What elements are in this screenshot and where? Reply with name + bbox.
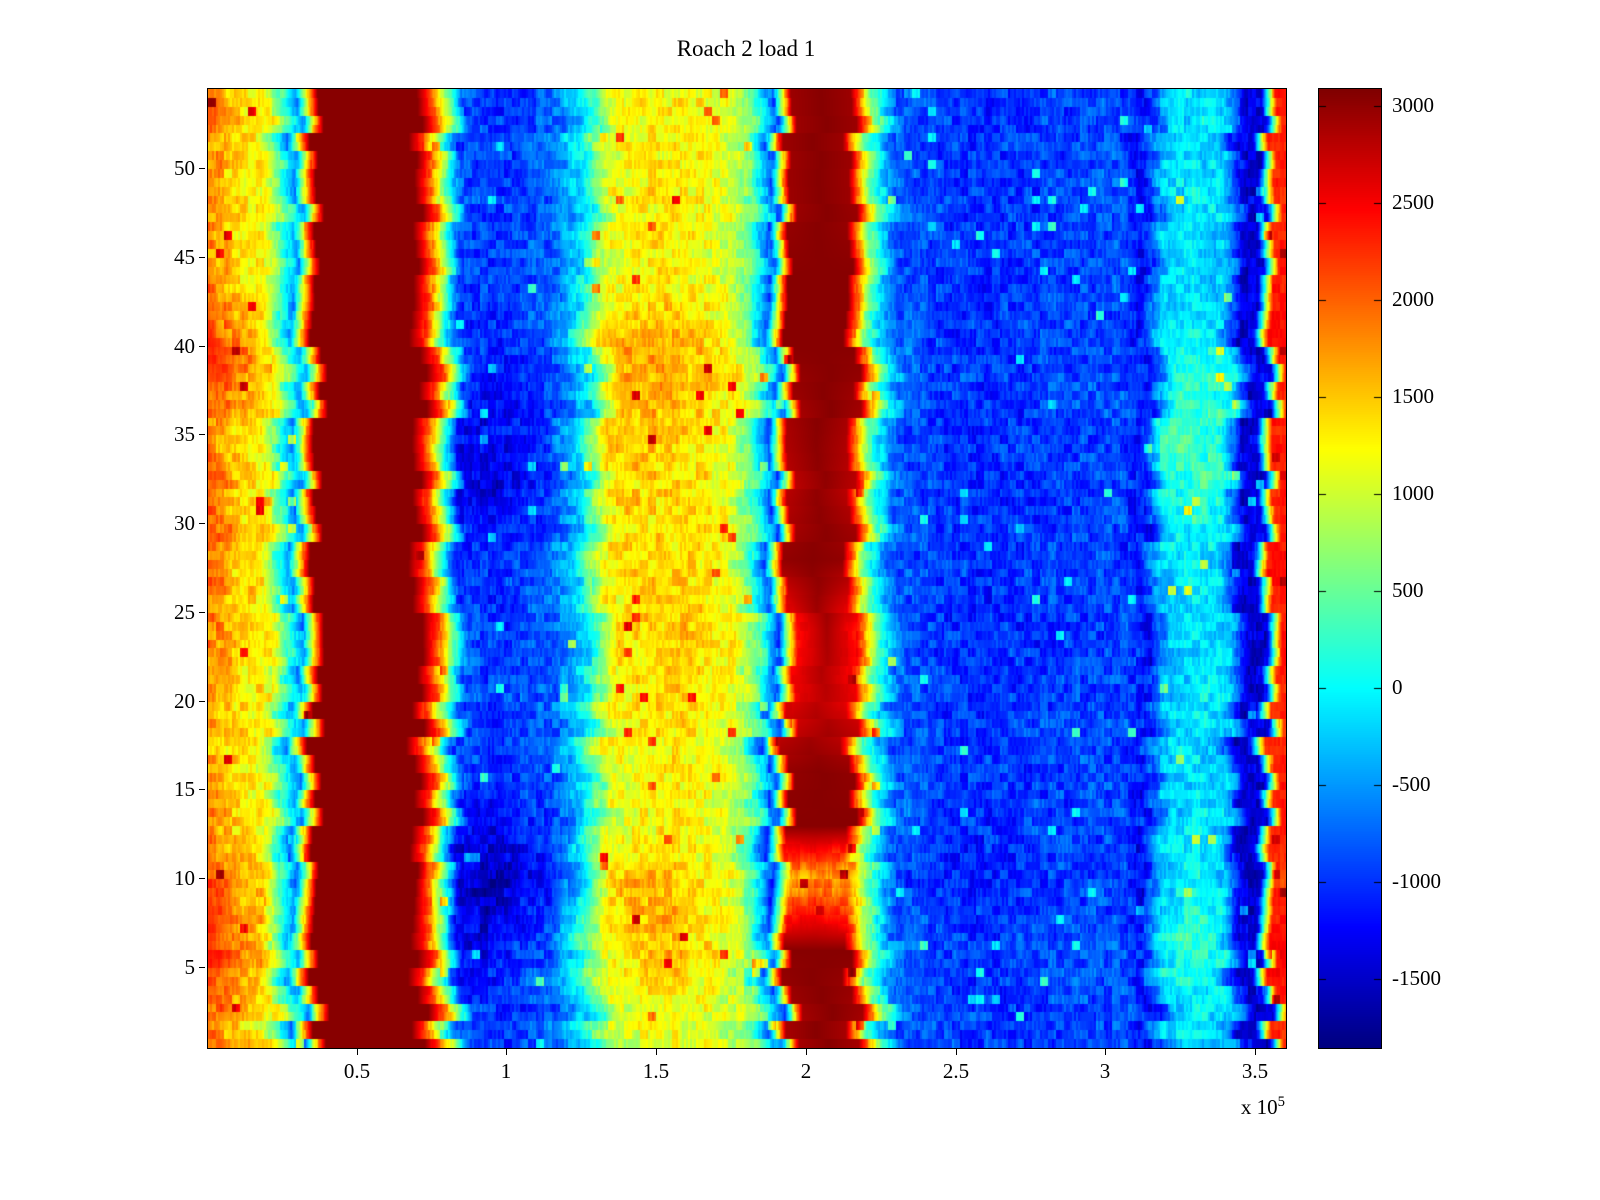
y-axis-tick [199, 523, 205, 524]
colorbar-tick-label: 0 [1392, 675, 1403, 699]
colorbar-canvas [1319, 89, 1381, 1048]
chart-title: Roach 2 load 1 [676, 36, 816, 61]
y-axis-tick [199, 434, 205, 435]
y-axis-tick [199, 789, 205, 790]
x-axis-tick [956, 1049, 957, 1055]
x-axis-tick-label: 3.5 [1241, 1059, 1269, 1083]
colorbar-tick-label: 3000 [1392, 93, 1434, 117]
y-axis-tick-label: 45 [174, 245, 195, 269]
x-axis-tick [1105, 1049, 1106, 1055]
x-axis-tick [1255, 1049, 1256, 1055]
y-axis-tick [199, 346, 205, 347]
y-axis-tick-label: 25 [174, 600, 195, 624]
colorbar-tick-label: -500 [1392, 772, 1431, 796]
x-axis-exponent-label: x 105 [1085, 1094, 1285, 1120]
y-axis-tick-label: 40 [174, 334, 195, 358]
x-axis-tick-label: 2.5 [942, 1059, 970, 1083]
colorbar-tick-label: 1500 [1392, 384, 1434, 408]
y-axis-tick [199, 612, 205, 613]
x-axis-tick [656, 1049, 657, 1055]
y-axis-tick-label: 50 [174, 156, 195, 180]
colorbar [1318, 88, 1382, 1049]
exponent-power: 5 [1277, 1094, 1285, 1110]
colorbar-tick-label: -1000 [1392, 869, 1441, 893]
y-axis-tick-label: 5 [184, 955, 196, 979]
x-axis-tick-label: 1 [500, 1059, 512, 1083]
colorbar-tick-label: 1000 [1392, 481, 1434, 505]
x-axis-tick-label: 3 [1099, 1059, 1111, 1083]
colorbar-tick-label: 2500 [1392, 190, 1434, 214]
x-axis-tick [806, 1049, 807, 1055]
y-axis-tick-label: 20 [174, 689, 195, 713]
y-axis-tick [199, 257, 205, 258]
x-axis-tick [506, 1049, 507, 1055]
y-axis-tick-label: 35 [174, 422, 195, 446]
heatmap-canvas [208, 89, 1286, 1048]
x-axis-tick-label: 1.5 [642, 1059, 670, 1083]
y-axis-tick-label: 30 [174, 511, 195, 535]
x-axis-tick-label: 2 [800, 1059, 812, 1083]
x-axis-tick-label: 0.5 [343, 1059, 371, 1083]
heatmap-plot-area [207, 88, 1287, 1049]
y-axis-tick [199, 967, 205, 968]
y-axis-tick-label: 15 [174, 777, 195, 801]
colorbar-tick-label: -1500 [1392, 966, 1441, 990]
y-axis-tick [199, 878, 205, 879]
x-axis-tick [357, 1049, 358, 1055]
exponent-mantissa: x 10 [1240, 1095, 1278, 1119]
y-axis-tick [199, 701, 205, 702]
y-axis-tick [199, 168, 205, 169]
y-axis-tick-label: 10 [174, 866, 195, 890]
colorbar-tick-label: 500 [1392, 578, 1424, 602]
colorbar-tick-label: 2000 [1392, 287, 1434, 311]
